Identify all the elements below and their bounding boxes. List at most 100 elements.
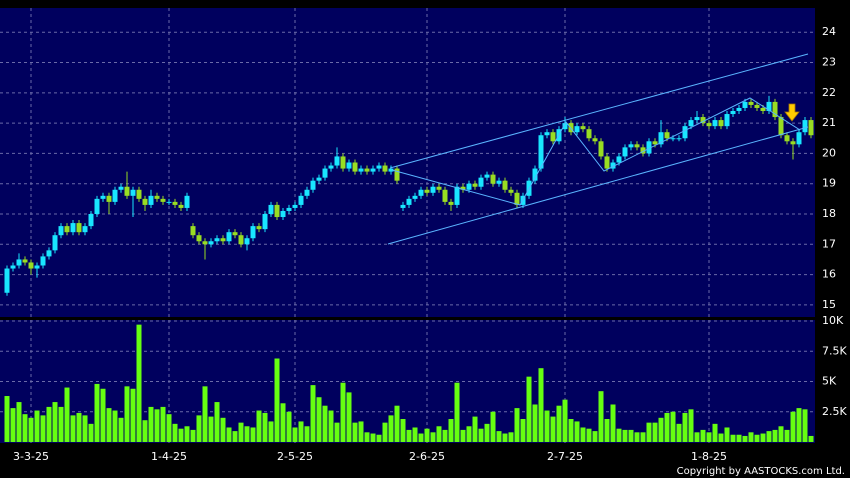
candle-body xyxy=(34,265,40,269)
candle-body xyxy=(106,195,112,202)
volume-bar xyxy=(502,433,508,442)
y-tick-label: 19 xyxy=(822,177,836,190)
volume-bar xyxy=(712,423,718,442)
candle-body xyxy=(280,210,286,218)
y-tick-label: 21 xyxy=(822,116,836,129)
volume-bar xyxy=(670,411,676,442)
candle-body xyxy=(64,226,70,233)
candle-body xyxy=(718,120,724,127)
volume-bar xyxy=(490,411,496,442)
volume-bar xyxy=(604,419,610,442)
volume-bar xyxy=(148,406,154,442)
candle-body xyxy=(604,156,610,169)
volume-bar xyxy=(130,388,136,442)
candle-body xyxy=(244,238,250,245)
volume-bar xyxy=(532,404,538,442)
candle-body xyxy=(754,104,760,108)
volume-bar xyxy=(94,383,100,442)
candle-body xyxy=(202,241,208,245)
candle-body xyxy=(742,101,748,108)
candle-body xyxy=(418,189,424,196)
volume-bar xyxy=(214,402,220,442)
volume-bar xyxy=(316,397,322,442)
volume-bar xyxy=(76,412,82,442)
labels-layer: 15 16 17 18 19 20 21 22 23 24 2.5K 5K 7.5K 10K 3-3-25 1… xyxy=(13,25,847,463)
candle-body xyxy=(346,162,352,169)
candle-body xyxy=(616,156,622,163)
candle-body xyxy=(112,189,118,202)
arrow xyxy=(784,103,800,122)
volume-tick-label: 2.5K xyxy=(822,405,847,418)
volume-bar xyxy=(166,414,172,442)
volume-bar xyxy=(118,417,124,442)
candle-body xyxy=(538,135,544,169)
candle-body xyxy=(160,198,166,202)
candle-body xyxy=(634,144,640,148)
volume-bar xyxy=(310,385,316,442)
x-tick-label: 1-8-25 xyxy=(691,450,727,463)
volume-bar xyxy=(100,388,106,442)
volume-bar xyxy=(616,428,622,442)
candle-body xyxy=(178,204,184,208)
candle-body xyxy=(262,214,268,230)
volume-bar xyxy=(322,405,328,442)
volume-bar xyxy=(70,415,76,442)
candle-body xyxy=(760,107,766,111)
volume-bar xyxy=(736,434,742,442)
volume-bar xyxy=(280,403,286,442)
candle-body xyxy=(454,186,460,205)
volume-bar xyxy=(376,434,382,442)
volume-bar xyxy=(16,402,22,442)
candle-body xyxy=(208,241,214,245)
volume-bar xyxy=(748,432,754,442)
volume-bar xyxy=(466,426,472,442)
candle-body xyxy=(562,123,568,130)
y-tick-label: 23 xyxy=(822,56,836,69)
x-tick-label: 1-4-25 xyxy=(151,450,187,463)
candle-body xyxy=(472,183,478,187)
candle-body xyxy=(268,204,274,214)
volume-bar xyxy=(88,423,94,442)
volume-bar xyxy=(370,433,376,442)
volume-bar xyxy=(730,434,736,442)
volume-bar xyxy=(154,409,160,442)
volume-bar xyxy=(622,429,628,442)
candle-body xyxy=(328,165,334,169)
volume-bar xyxy=(184,426,190,442)
candle-body xyxy=(490,174,496,184)
volume-bar xyxy=(82,415,88,442)
candle-body xyxy=(460,186,466,190)
volume-bar xyxy=(574,421,580,442)
volume-bar xyxy=(568,419,574,442)
volume-bar xyxy=(190,429,196,442)
candle-body xyxy=(130,189,136,196)
candle-body xyxy=(10,265,16,269)
channel-lower xyxy=(387,126,809,245)
candle-body xyxy=(214,238,220,242)
candle-body xyxy=(700,117,706,124)
volume-tick-label: 10K xyxy=(822,314,844,327)
volume-bar xyxy=(172,423,178,442)
candle-body xyxy=(772,101,778,118)
candle-body xyxy=(76,223,82,233)
x-tick-label: 2-5-25 xyxy=(277,450,313,463)
volume-bar xyxy=(112,410,118,442)
volume-bar xyxy=(652,422,658,442)
candle-body xyxy=(808,120,814,136)
volume-bar xyxy=(46,406,52,442)
y-tick-label: 16 xyxy=(822,268,836,281)
volume-bar xyxy=(268,421,274,442)
candle-body xyxy=(628,144,634,148)
candle-body xyxy=(28,262,34,269)
volume-bar xyxy=(706,432,712,442)
candle-body xyxy=(436,186,442,190)
volume-bar xyxy=(358,421,364,442)
candle-body xyxy=(196,235,202,242)
volume-bar xyxy=(232,431,238,442)
candle-body xyxy=(598,141,604,157)
volume-bar xyxy=(58,406,64,442)
volume-bar xyxy=(178,428,184,442)
candle-body xyxy=(682,126,688,139)
candle-body xyxy=(154,195,160,199)
candle-body xyxy=(778,117,784,136)
